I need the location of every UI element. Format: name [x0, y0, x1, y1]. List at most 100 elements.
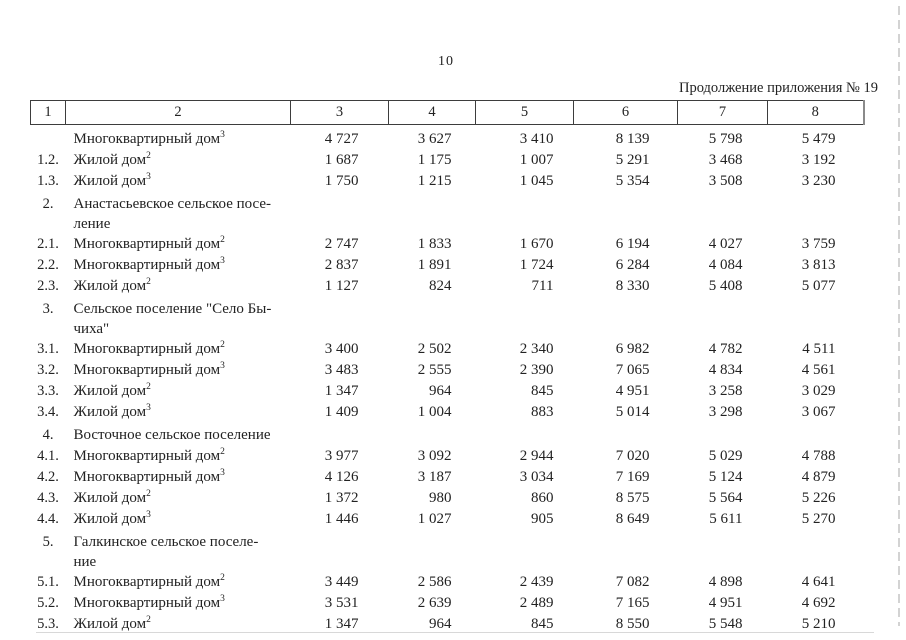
value-cell: 2 489: [519, 595, 554, 611]
row-number-cell: 3.1.: [37, 341, 59, 357]
value-cell: 3 029: [801, 383, 836, 399]
building-type-cell: Жилой дом2: [66, 150, 291, 171]
value-cell: 4 511: [802, 341, 836, 357]
value-cell: 711: [531, 278, 554, 294]
value-cell: 4 898: [708, 574, 743, 590]
value-cell: 1 891: [417, 257, 452, 273]
row-number-cell: 3.3.: [37, 383, 59, 399]
value-cell: 6 982: [615, 341, 650, 357]
footnote-ref: 2: [220, 235, 225, 245]
building-type-label: Многоквартирный дом: [73, 469, 221, 485]
value-cell: 905: [531, 511, 554, 527]
building-type-label: Многоквартирный дом: [73, 574, 221, 590]
building-type-label: Восточное сельское поселение: [73, 427, 271, 443]
value-cell: 3 468: [708, 152, 743, 168]
table-body: Многоквартирный дом3 4 727 3 627 3 410 8 139…: [31, 125, 864, 636]
table-row: 3.3. Жилой дом2 1 347 964 845 4 951 3 258 3 029: [31, 381, 864, 402]
footnote-ref: 2: [220, 573, 225, 583]
value-cell: 5 798: [708, 131, 743, 147]
building-type-label: Многоквартирный дом: [73, 595, 221, 611]
appendix-caption: Продолжение приложения № 19: [679, 80, 878, 96]
value-cell: 845: [531, 616, 554, 632]
building-type-label: Многоквартирный дом: [73, 341, 221, 357]
value-cell: 8 575: [615, 490, 650, 506]
table-row: 3.1. Многоквартирный дом2 3 400 2 502 2 340 6…: [31, 339, 864, 360]
value-cell: 5 408: [708, 278, 743, 294]
value-cell: [574, 423, 678, 446]
value-cell: [768, 423, 864, 446]
value-cell: 5 479: [801, 131, 836, 147]
value-cell: 4 027: [708, 236, 743, 252]
footnote-ref: 3: [146, 510, 151, 520]
value-cell: 2 586: [417, 574, 452, 590]
value-cell: 2 747: [324, 236, 359, 252]
building-type-label: Жилой дом: [73, 173, 147, 189]
value-cell: 883: [531, 404, 554, 420]
value-cell: [574, 530, 678, 572]
value-cell: 4 692: [801, 595, 836, 611]
table-header-row: 1 2 3 4 5 6 7 8: [30, 100, 865, 125]
value-cell: 824: [429, 278, 452, 294]
footnote-ref: 3: [146, 403, 151, 413]
value-cell: 3 410: [519, 131, 554, 147]
value-cell: 1 372: [324, 490, 359, 506]
value-cell: 4 834: [708, 362, 743, 378]
value-cell: 8 649: [615, 511, 650, 527]
row-number-cell: 4.1.: [37, 448, 59, 464]
building-type-label: Сельское поселение "Село Бы- чиха": [73, 301, 272, 337]
building-type-label: Многоквартирный дом: [73, 362, 221, 378]
footnote-ref: 3: [220, 594, 225, 604]
value-cell: 5 014: [615, 404, 650, 420]
value-cell: 3 187: [417, 469, 452, 485]
value-cell: 3 483: [324, 362, 359, 378]
building-type-cell: Многоквартирный дом3: [66, 593, 291, 614]
value-cell: 7 165: [615, 595, 650, 611]
building-type-label: Жилой дом: [73, 278, 147, 294]
value-cell: 5 291: [615, 152, 650, 168]
building-type-cell: Жилой дом3: [66, 509, 291, 530]
building-type-label: Жилой дом: [73, 616, 147, 632]
column-number-header: 1: [30, 100, 66, 125]
value-cell: 2 837: [324, 257, 359, 273]
building-type-cell: Многоквартирный дом2: [66, 446, 291, 467]
page-number: 10: [438, 54, 454, 69]
value-cell: 964: [429, 383, 452, 399]
table-row: 2.3. Жилой дом2 1 127 824 711 8 330 5 408 5 077: [31, 276, 864, 297]
footnote-ref: 2: [146, 489, 151, 499]
value-cell: 4 879: [801, 469, 836, 485]
value-cell: 7 169: [615, 469, 650, 485]
value-cell: 8 330: [615, 278, 650, 294]
value-cell: 3 813: [801, 257, 836, 273]
building-type-cell: Анастасьевское сельское посе- ление: [66, 192, 291, 234]
value-cell: 3 230: [801, 173, 836, 189]
value-cell: 1 007: [519, 152, 554, 168]
value-cell: 3 449: [324, 574, 359, 590]
building-type-label: Жилой дом: [73, 490, 147, 506]
value-cell: 1 833: [417, 236, 452, 252]
table-row: 3.4. Жилой дом3 1 409 1 004 883 5 014 3 298 3 0…: [31, 402, 864, 423]
row-number-cell: 5.3.: [37, 616, 59, 632]
value-cell: 1 175: [417, 152, 452, 168]
value-cell: [574, 192, 678, 234]
table-row: 3.2. Многоквартирный дом3 3 483 2 555 2 390 7…: [31, 360, 864, 381]
value-cell: 860: [531, 490, 554, 506]
building-type-cell: Галкинское сельское поселе- ние: [66, 530, 291, 572]
building-type-label: Жилой дом: [73, 383, 147, 399]
value-cell: 4 084: [708, 257, 743, 273]
value-cell: 3 258: [708, 383, 743, 399]
row-number-cell: 2.: [42, 196, 54, 212]
value-cell: 4 561: [801, 362, 836, 378]
building-type-label: Анастасьевское сельское посе- ление: [73, 196, 272, 232]
value-cell: 4 788: [801, 448, 836, 464]
building-type-label: Многоквартирный дом: [73, 236, 221, 252]
value-cell: [291, 297, 389, 339]
value-cell: 4 641: [801, 574, 836, 590]
section-row: 4. Восточное сельское поселение: [31, 423, 864, 446]
table-row: 1.2. Жилой дом2 1 687 1 175 1 007 5 291 3 468 3…: [31, 150, 864, 171]
value-cell: [574, 297, 678, 339]
value-cell: 1 004: [417, 404, 452, 420]
column-number-header: 8: [767, 100, 865, 125]
value-cell: 2 944: [519, 448, 554, 464]
value-cell: [768, 530, 864, 572]
value-cell: 5 029: [708, 448, 743, 464]
